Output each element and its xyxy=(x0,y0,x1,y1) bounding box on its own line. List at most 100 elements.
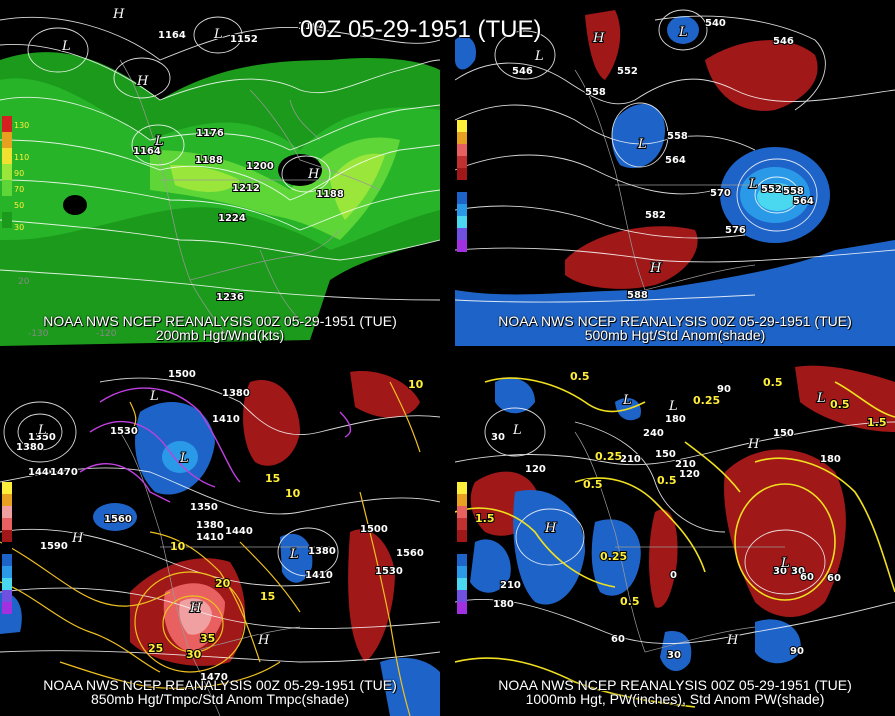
contour-label: 1188 xyxy=(316,189,344,200)
high-center: H xyxy=(71,531,84,546)
temp-label: 10 xyxy=(408,378,424,391)
caption-line1: NOAA NWS NCEP REANALYSIS 00Z 05-29-1951 … xyxy=(43,313,397,329)
contour-label: 150 xyxy=(655,449,676,460)
contour-label: 1590 xyxy=(40,541,68,552)
low-center: L xyxy=(61,39,71,54)
anom-pos xyxy=(565,226,698,289)
legend-label: 50 xyxy=(14,201,25,210)
contour-label: 564 xyxy=(665,155,686,166)
contour-label: 1380 xyxy=(222,388,250,399)
wind-shade-90 xyxy=(170,153,385,220)
pw-label: 0.25 xyxy=(600,550,627,563)
contour-label: 1560 xyxy=(104,514,132,525)
contour-label: 60 xyxy=(800,572,814,583)
high-center: H xyxy=(544,521,557,536)
panel-1000mb: 30 120 210 150 180 240 210 150 120 90 60… xyxy=(455,362,895,716)
lat-label: 20 xyxy=(18,277,30,287)
contour-label: 1380 xyxy=(16,442,44,453)
panel-850mb: 1500 1380 1410 1350 1380 1440 1470 1530 … xyxy=(0,362,440,716)
pw-label: 0.5 xyxy=(570,370,590,383)
contour-label: 60 xyxy=(827,573,841,584)
temp-label: 20 xyxy=(215,577,231,590)
contour-label: 588 xyxy=(627,290,648,301)
wind-shade-70 xyxy=(150,137,400,240)
caption-line2: 1000mb Hgt, PW(inches), Std Anom PW(shad… xyxy=(525,691,825,707)
pw-label: 1.5 xyxy=(475,512,495,525)
high-center: H xyxy=(726,633,739,648)
temp-label: 10 xyxy=(285,487,301,500)
1000mb-pw-labels: 0.5 0.25 1.5 0.5 0.25 0.5 0.5 1.5 0.5 0.… xyxy=(474,369,888,609)
low-center: L xyxy=(748,177,758,192)
low-center: L xyxy=(213,27,223,42)
low-center: H xyxy=(307,167,320,182)
contour-label: 1470 xyxy=(50,467,78,478)
caption-line1: NOAA NWS NCEP REANALYSIS 00Z 05-29-1951 … xyxy=(498,677,852,693)
panel-caption: NOAA NWS NCEP REANALYSIS 00Z 05-29-1951 … xyxy=(0,314,440,342)
200mb-contour-labels: 1164 1152 1164 1176 1188 1200 1212 1224 … xyxy=(132,20,345,304)
contour-label: 1440 xyxy=(28,467,56,478)
contour-label: 1350 xyxy=(28,432,56,443)
low-center: L xyxy=(154,134,164,149)
contour-label: 30 xyxy=(667,650,681,661)
panel-500mb: 546 552 558 558 564 570 576 582 588 540 … xyxy=(455,0,895,346)
contour-label: 1236 xyxy=(216,292,244,303)
caption-line1: NOAA NWS NCEP REANALYSIS 00Z 05-29-1951 … xyxy=(498,313,852,329)
contour-label: 1188 xyxy=(195,155,223,166)
contour-label: 150 xyxy=(773,428,794,439)
caption-line2: 500mb Hgt/Std Anom(shade) xyxy=(584,327,766,343)
850mb-contour-labels: 1500 1380 1410 1350 1380 1440 1470 1530 … xyxy=(15,368,425,684)
caption-line2: 850mb Hgt/Tmpc/Std Anom Tmpc(shade) xyxy=(90,691,350,707)
contour-label: 30 xyxy=(773,566,787,577)
1000mb-contour-labels: 30 120 210 150 180 240 210 150 120 90 60… xyxy=(490,383,842,662)
temp-label: 25 xyxy=(148,642,163,655)
low-center: L xyxy=(637,137,647,152)
contour-label: 1224 xyxy=(218,213,246,224)
contour-label: 546 xyxy=(512,66,533,77)
pw-label: 0.25 xyxy=(595,450,622,463)
contour-label: 1152 xyxy=(230,34,258,45)
1000mb-centers: L L H L H L H L xyxy=(511,390,827,649)
contour-label: 570 xyxy=(710,188,731,199)
std-anom-legend xyxy=(457,482,467,614)
low-center: L xyxy=(37,423,47,438)
map-850mb: 1500 1380 1410 1350 1380 1440 1470 1530 … xyxy=(0,362,440,716)
low-center: L xyxy=(622,393,632,408)
500mb-centers: L H L L H L xyxy=(533,24,759,277)
contour-label: 210 xyxy=(500,580,521,591)
pw-label: 0.5 xyxy=(657,474,677,487)
low-center: L xyxy=(780,556,790,571)
contour-label: 552 xyxy=(761,184,782,195)
contour-label: 1380 xyxy=(196,520,224,531)
contour-label: 30 xyxy=(791,566,805,577)
contour-label: 582 xyxy=(645,210,666,221)
contour-label: 1164 xyxy=(298,21,326,32)
pw-label: 0.5 xyxy=(583,478,603,491)
contour-label: 30 xyxy=(491,432,505,443)
pw-label: 0.5 xyxy=(620,595,640,608)
pw-label: 0.5 xyxy=(830,398,850,411)
panel-200mb: 1164 1152 1164 1176 1188 1200 1212 1224 … xyxy=(0,0,440,346)
contour-label: 1560 xyxy=(396,548,424,559)
contour-label: 120 xyxy=(679,469,700,480)
contour-label: 180 xyxy=(493,599,514,610)
contour-label: 1380 xyxy=(308,546,336,557)
contour-label: 210 xyxy=(620,454,641,465)
contour-label: 564 xyxy=(793,196,814,207)
temp-label: 30 xyxy=(186,648,202,661)
contour-label: 1530 xyxy=(110,426,138,437)
map-200mb: 1164 1152 1164 1176 1188 1200 1212 1224 … xyxy=(0,0,440,346)
850mb-temp-labels: 10 10 15 20 25 30 35 15 10 xyxy=(147,377,425,662)
contour-label: 1470 xyxy=(200,672,228,683)
lon-label: -120 xyxy=(96,329,117,339)
temp-label: 15 xyxy=(260,590,275,603)
pw-label: 1.5 xyxy=(867,416,887,429)
500mb-contour-labels: 546 552 558 558 564 570 576 582 588 540 … xyxy=(511,17,815,302)
contour-label: 540 xyxy=(705,18,726,29)
contour-label: 210 xyxy=(675,459,696,470)
low-center: L xyxy=(289,547,299,562)
contour-label: 90 xyxy=(790,646,804,657)
high-center: H xyxy=(189,601,202,616)
contour-label: 1440 xyxy=(225,526,253,537)
high-center: H xyxy=(649,261,662,276)
map-500mb: 546 552 558 558 564 570 576 582 588 540 … xyxy=(455,0,895,346)
